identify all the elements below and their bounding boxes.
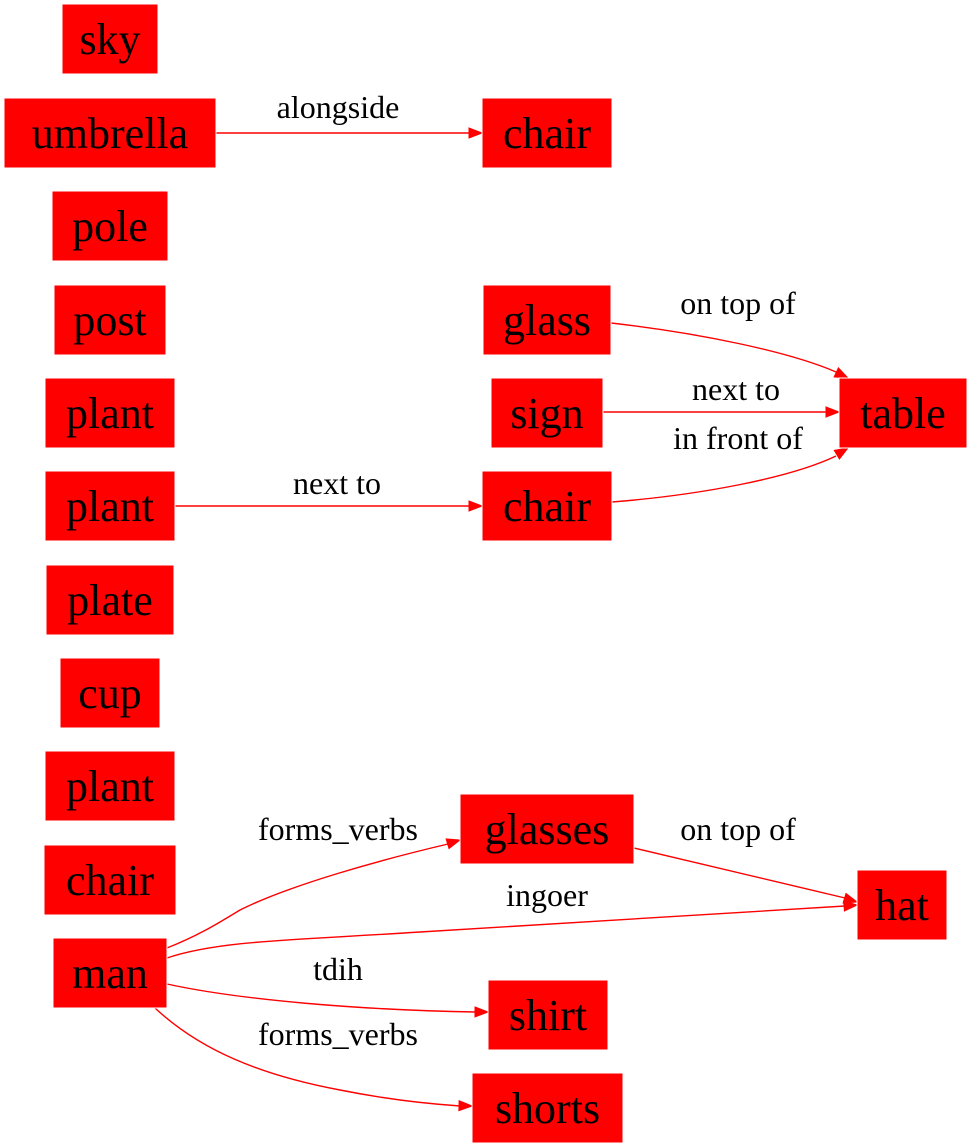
edge-man-glasses: forms_verbs <box>166 811 462 949</box>
node-box <box>59 657 161 729</box>
node-label: post <box>73 296 146 345</box>
edge-chair_b-table: in front of <box>611 420 850 503</box>
node-shirt: shirt <box>487 979 609 1051</box>
edge-line <box>166 905 846 959</box>
node-box <box>43 844 177 916</box>
node-label: hat <box>875 881 929 930</box>
node-plant_c: plant <box>44 750 176 822</box>
node-box <box>459 793 635 865</box>
node-label: umbrella <box>32 109 188 158</box>
edge-label: in front of <box>673 420 803 456</box>
edge-line <box>611 455 837 503</box>
node-hat: hat <box>856 869 948 941</box>
node-box <box>44 470 176 542</box>
node-label: plate <box>67 576 153 625</box>
node-table: table <box>838 377 968 449</box>
node-glass: glass <box>482 284 612 356</box>
edge-umbrella-chair_a: alongside <box>216 89 484 139</box>
edge-man-shirt: tdih <box>166 951 490 1018</box>
arrowhead-icon <box>468 500 484 512</box>
edge-line <box>610 322 837 373</box>
edge-label: tdih <box>313 951 363 987</box>
node-label: sky <box>79 15 140 64</box>
arrowhead-icon <box>474 1006 490 1018</box>
arrowhead-icon <box>825 406 841 418</box>
edge-label: next to <box>692 371 780 407</box>
edge-man-hat: ingoer <box>166 877 859 959</box>
node-chair_c: chair <box>43 844 177 916</box>
node-umbrella: umbrella <box>3 97 217 169</box>
edge-glasses-hat: on top of <box>633 811 859 904</box>
node-box <box>481 97 613 169</box>
node-shorts: shorts <box>471 1072 624 1144</box>
node-label: man <box>72 949 148 998</box>
edge-label: alongside <box>277 89 400 125</box>
node-plate: plate <box>45 564 175 636</box>
node-label: chair <box>503 482 591 531</box>
arrowhead-icon <box>833 447 850 460</box>
edge-label: forms_verbs <box>258 1016 418 1052</box>
node-box <box>53 284 167 356</box>
node-label: glasses <box>485 805 610 854</box>
node-label: plant <box>66 389 154 438</box>
node-label: shirt <box>509 991 587 1040</box>
node-box <box>481 470 613 542</box>
node-sky: sky <box>61 3 159 75</box>
node-label: chair <box>503 109 591 158</box>
node-chair_a: chair <box>481 97 613 169</box>
edge-label: ingoer <box>506 877 588 913</box>
node-man: man <box>52 937 168 1009</box>
arrowhead-icon <box>843 900 859 912</box>
edge-line <box>166 983 477 1013</box>
node-cup: cup <box>59 657 161 729</box>
node-sign: sign <box>490 377 604 449</box>
node-label: pole <box>72 202 148 251</box>
edge-label: next to <box>293 465 381 501</box>
edge-sign-table: next to <box>603 371 841 418</box>
edge-label: on top of <box>680 285 796 321</box>
node-box <box>856 869 948 941</box>
node-box <box>44 750 176 822</box>
node-box <box>45 564 175 636</box>
arrowhead-icon <box>458 1099 474 1112</box>
node-box <box>838 377 968 449</box>
node-box <box>3 97 217 169</box>
arrowhead-icon <box>833 367 850 379</box>
node-label: glass <box>503 296 591 345</box>
edge-label: forms_verbs <box>258 811 418 847</box>
node-box <box>61 3 159 75</box>
node-pole: pole <box>51 190 169 262</box>
edge-glass-table: on top of <box>610 285 850 379</box>
node-box <box>51 190 169 262</box>
node-label: plant <box>66 482 154 531</box>
arrowhead-icon <box>445 838 462 850</box>
node-label: chair <box>66 856 154 905</box>
arrowhead-icon <box>468 127 484 139</box>
edge-line <box>166 843 449 949</box>
edge-man-shorts: forms_verbs <box>154 1007 474 1112</box>
node-label: shorts <box>495 1084 600 1133</box>
node-box <box>482 284 612 356</box>
node-label: cup <box>78 669 142 718</box>
node-box <box>490 377 604 449</box>
edge-label: on top of <box>680 811 796 847</box>
edge-line <box>633 847 846 899</box>
edge-plant_b-chair_b: next to <box>175 465 484 512</box>
node-plant_b: plant <box>44 470 176 542</box>
node-glasses: glasses <box>459 793 635 865</box>
node-label: table <box>860 389 946 438</box>
node-post: post <box>53 284 167 356</box>
node-label: plant <box>66 762 154 811</box>
node-plant_a: plant <box>44 377 176 449</box>
edge-line <box>154 1007 461 1107</box>
node-box <box>471 1072 624 1144</box>
node-label: sign <box>510 389 583 438</box>
node-box <box>52 937 168 1009</box>
node-chair_b: chair <box>481 470 613 542</box>
node-box <box>487 979 609 1051</box>
node-box <box>44 377 176 449</box>
